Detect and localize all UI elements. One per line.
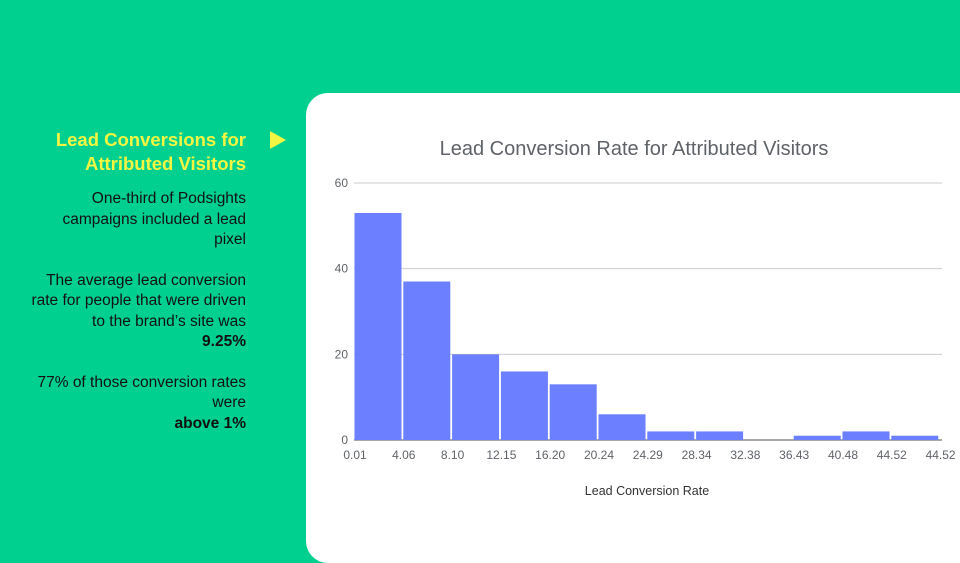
histogram-bar — [354, 212, 402, 440]
y-tick-label: 20 — [335, 347, 349, 361]
x-tick-label: 44.52 — [877, 448, 907, 462]
x-tick-label: 12.15 — [486, 448, 516, 462]
histogram-bar — [647, 431, 695, 440]
x-tick-label: 20.24 — [584, 448, 614, 462]
y-tick-label: 60 — [335, 176, 349, 190]
histogram-bar — [842, 431, 890, 440]
stat-paragraph-3: 77% of those conversion rates were above … — [30, 373, 246, 435]
text-panel: Lead Conversions for Attributed Visitors… — [30, 128, 246, 454]
histogram-bar — [500, 371, 548, 440]
x-tick-label: 24.29 — [633, 448, 663, 462]
play-triangle-icon — [270, 131, 286, 149]
x-tick-label: 32.38 — [730, 448, 760, 462]
histogram-bar — [598, 414, 646, 440]
stat-paragraph-2-value: 9.25% — [202, 333, 246, 350]
x-tick-label: 44.52 — [926, 448, 956, 462]
chart-title: Lead Conversion Rate for Attributed Visi… — [440, 138, 829, 160]
x-tick-label: 36.43 — [779, 448, 809, 462]
stat-paragraph-3-text: 77% of those conversion rates were — [37, 373, 246, 412]
stat-paragraph-1: One-third of Podsights campaigns include… — [62, 190, 246, 248]
x-tick-label: 4.06 — [392, 448, 416, 462]
x-tick-labels: 0.01 4.06 8.10 12.15 16.20 20.24 24.29 28.34 32.… — [343, 448, 956, 462]
histogram-bar — [891, 435, 939, 440]
stat-paragraph-3-value: above 1% — [174, 414, 246, 432]
x-tick-label: 16.20 — [535, 448, 565, 462]
chart-card: Lead Conversion Rate for Attributed Visi… — [306, 93, 960, 563]
stat-paragraph-2: The average lead conversion rate for peo… — [30, 271, 246, 353]
bars — [354, 212, 939, 440]
x-tick-label: 0.01 — [343, 448, 367, 462]
section-heading: Lead Conversions for Attributed Visitors — [55, 129, 246, 174]
histogram-chart: Lead Conversion Rate for Attributed Visi… — [335, 138, 956, 498]
y-tick-labels: 0 20 40 60 — [335, 176, 349, 447]
histogram-bar — [403, 281, 451, 440]
x-tick-label: 40.48 — [828, 448, 858, 462]
histogram-bar — [452, 354, 500, 440]
x-tick-label: 8.10 — [441, 448, 465, 462]
y-tick-label: 40 — [335, 262, 349, 276]
x-tick-label: 28.34 — [682, 448, 712, 462]
histogram-bar — [793, 435, 841, 440]
histogram-bar — [549, 384, 597, 440]
x-axis-label: Lead Conversion Rate — [585, 484, 709, 498]
stat-paragraph-2-text: The average lead conversion rate for peo… — [31, 271, 246, 330]
y-tick-label: 0 — [341, 433, 348, 447]
histogram-bar — [696, 431, 744, 440]
